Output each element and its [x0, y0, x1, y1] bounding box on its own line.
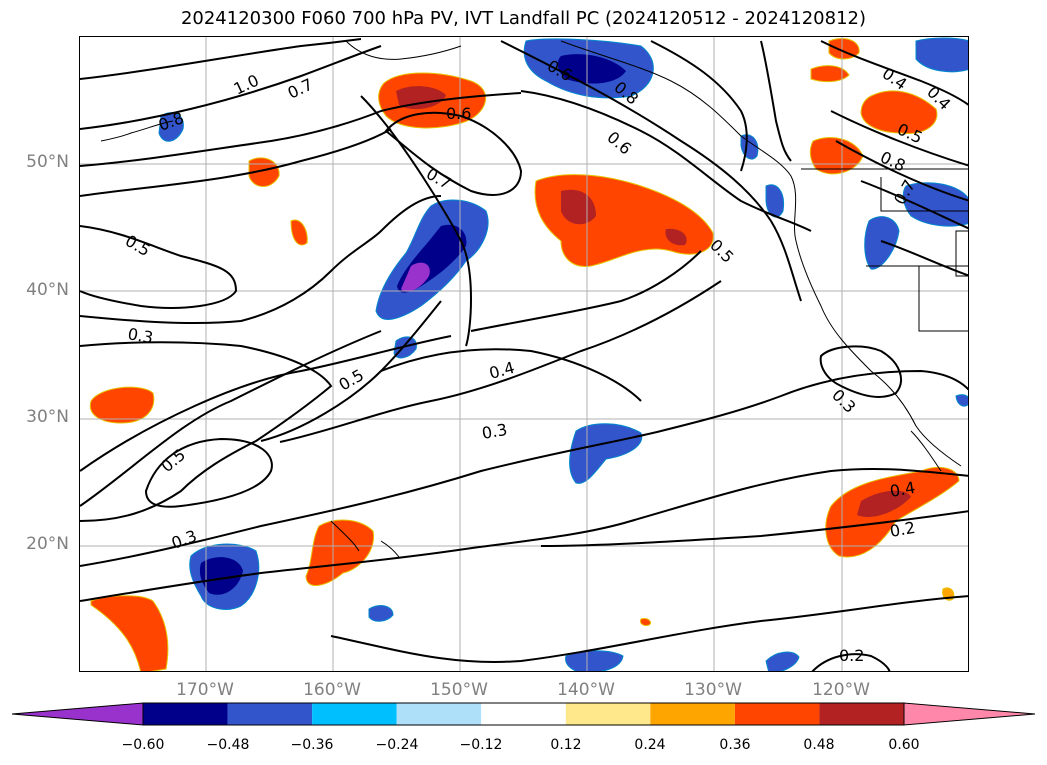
- map-title: 2024120300 F060 700 hPa PV, IVT Landfall…: [180, 8, 867, 29]
- colorbar-extension-low: [11, 702, 144, 726]
- contour-label: 0.3: [480, 420, 508, 443]
- contour-label: 0.3: [126, 324, 154, 347]
- contour-label: 0.2: [839, 646, 864, 665]
- graticule: [80, 37, 968, 671]
- coastlines: [100, 40, 968, 558]
- colorbar-segment: [143, 703, 228, 725]
- colorbar-tick: 0.36: [719, 737, 751, 753]
- colorbar-tick: −0.12: [459, 737, 503, 753]
- lon-label-150w: 150°W: [430, 680, 488, 700]
- lat-label-40n: 40°N: [26, 280, 69, 300]
- lat-label-20n: 20°N: [26, 534, 69, 554]
- map-canvas: 1.0 0.7 0.8 0.6 0.6 0.6 0.8 0.4 0.4 0.5 …: [80, 37, 968, 671]
- contour-label: 0.2: [888, 518, 916, 541]
- colorbar-segment: [734, 703, 820, 725]
- anomaly-positive-west: [89, 386, 155, 424]
- colorbar-tick: −0.24: [375, 737, 419, 753]
- lon-label-170w: 170°W: [176, 680, 234, 700]
- lon-label-130w: 130°W: [684, 680, 742, 700]
- lat-label-30n: 30°N: [26, 407, 69, 427]
- colorbar-tick: 0.24: [634, 737, 666, 753]
- colorbar-segment: [312, 703, 397, 725]
- colorbar-segment: [227, 703, 313, 725]
- colorbar-segment: [650, 703, 735, 725]
- colorbar-segment: [396, 703, 482, 725]
- colorbar: [11, 702, 1036, 726]
- anomaly-positive-sw: [90, 595, 169, 671]
- anomaly-positive-hawaii: [305, 519, 375, 586]
- positive-anomalies: [89, 38, 960, 671]
- colorbar-segment: [481, 703, 566, 725]
- colorbar-segment: [565, 703, 651, 725]
- map-panel[interactable]: 1.0 0.7 0.8 0.6 0.6 0.6 0.8 0.4 0.4 0.5 …: [79, 36, 969, 672]
- lon-label-140w: 140°W: [557, 680, 615, 700]
- colorbar-tick: −0.36: [290, 737, 334, 753]
- colorbar-segment: [819, 703, 904, 725]
- lat-label-50n: 50°N: [26, 152, 69, 172]
- pv-contours: [80, 38, 968, 671]
- contour-label: 0.4: [888, 478, 916, 501]
- colorbar-tick: 0.12: [550, 737, 582, 753]
- contour-label: 0.6: [446, 104, 471, 123]
- lon-label-160w: 160°W: [303, 680, 361, 700]
- colorbar-tick: 0.60: [888, 737, 920, 753]
- colorbar-tick: −0.48: [206, 737, 250, 753]
- colorbar-tick: −0.60: [121, 737, 165, 753]
- colorbar-tick: 0.48: [803, 737, 835, 753]
- anomaly-positive-baja: [825, 466, 960, 558]
- lon-label-120w: 120°W: [812, 680, 870, 700]
- colorbar-extension-high: [903, 702, 1036, 726]
